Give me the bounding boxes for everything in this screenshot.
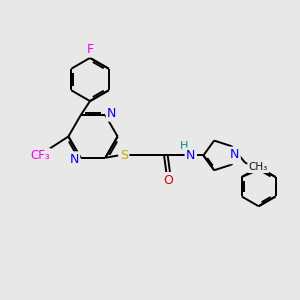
Text: N: N <box>228 150 238 163</box>
Text: CF₃: CF₃ <box>30 149 50 163</box>
Text: H: H <box>180 141 188 152</box>
Text: F: F <box>86 43 94 56</box>
Text: CH₃: CH₃ <box>249 162 268 172</box>
Text: N: N <box>230 148 239 161</box>
Text: S: S <box>120 149 128 162</box>
Text: N: N <box>186 149 196 162</box>
Text: N: N <box>69 153 79 166</box>
Text: O: O <box>164 173 173 187</box>
Text: N: N <box>107 107 117 120</box>
